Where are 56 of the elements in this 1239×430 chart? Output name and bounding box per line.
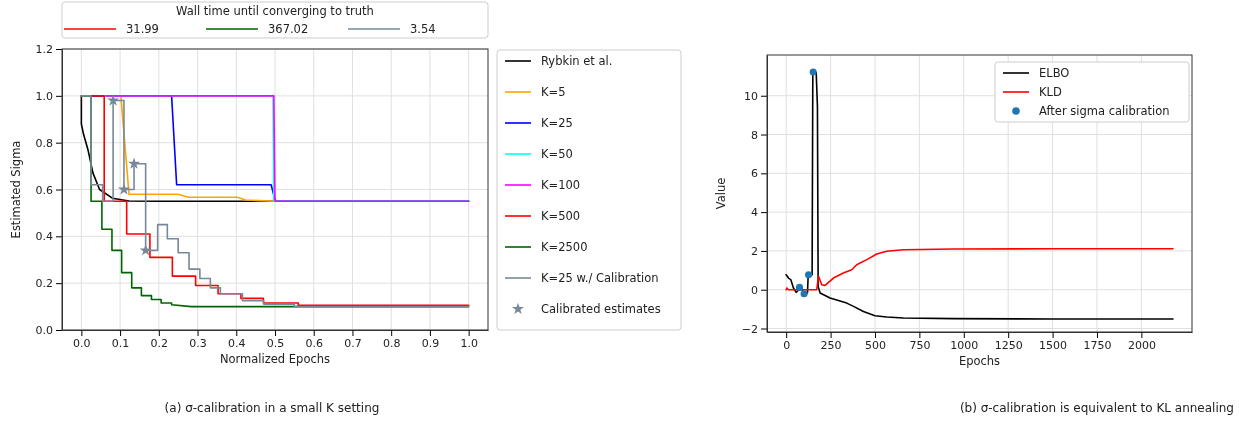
x-tick-label: 0.2: [150, 336, 169, 350]
legend-label: ELBO: [1039, 66, 1070, 80]
x-tick-label: 0.5: [266, 336, 285, 350]
legend-label: 3.54: [410, 22, 436, 36]
x-tick-label: 500: [864, 338, 886, 352]
y-tick-label: 8: [751, 128, 758, 142]
x-tick-label: 0.9: [421, 336, 440, 350]
y-tick-label: 0.6: [35, 183, 53, 197]
x-tick-label: 0.0: [73, 336, 91, 350]
y-tick-label: 6: [751, 167, 758, 181]
y-tick-label: 1.2: [35, 43, 53, 57]
x-tick-label: 0.4: [228, 336, 246, 350]
legend-label: Rybkin et al.: [541, 54, 613, 68]
text: (b) σ-calibration is equivalent to KL annealing: [959, 401, 1234, 415]
x-tick-label: 0.3: [189, 336, 207, 350]
legend-label: K=5: [541, 85, 566, 99]
y-tick-label: 2: [751, 244, 758, 258]
legend-label: 31.99: [126, 22, 159, 36]
x-tick-label: 1250: [994, 338, 1023, 352]
legend-label: K=2500: [541, 240, 588, 254]
x-tick-label: 1500: [1039, 338, 1068, 352]
legend-label: K=50: [541, 147, 573, 161]
legend-label: K=500: [541, 209, 581, 223]
y-axis-title: Value: [714, 177, 728, 210]
x-tick-label: 1750: [1083, 338, 1112, 352]
legend-label: K=25: [541, 116, 573, 130]
y-tick-label: 4: [751, 206, 758, 220]
y-tick-label: 0.8: [35, 136, 53, 150]
x-tick-label: 1.0: [460, 336, 478, 350]
x-tick-label: 0.8: [382, 336, 401, 350]
y-tick-label: −2: [741, 322, 758, 336]
x-axis-title: Normalized Epochs: [219, 352, 331, 366]
legend-label: Calibrated estimates: [541, 302, 661, 316]
legend-label: KLD: [1039, 85, 1062, 99]
text: (a) σ-calibration in a small K setting: [164, 401, 380, 415]
x-tick-label: 0.7: [344, 336, 362, 350]
x-tick-label: 0.1: [111, 336, 130, 350]
x-tick-label: 2000: [1127, 338, 1156, 352]
y-tick-label: 0.0: [35, 324, 53, 338]
legend-label: K=25 w./ Calibration: [541, 271, 659, 285]
y-tick-label: 0.4: [35, 230, 53, 244]
y-tick-label: 10: [744, 89, 758, 103]
legend-label: 367.02: [268, 22, 309, 36]
x-tick-label: 750: [909, 338, 931, 352]
x-tick-label: 0.6: [305, 336, 323, 350]
y-axis-title: Estimated Sigma: [9, 140, 23, 239]
x-axis-title: Epochs: [958, 354, 1001, 368]
y-tick-label: 0: [751, 283, 758, 297]
y-tick-label: 0.2: [35, 277, 53, 291]
legend-title: Wall time until converging to truth: [176, 4, 374, 18]
x-tick-label: 1000: [950, 338, 979, 352]
x-tick-label: 250: [820, 338, 842, 352]
legend-label: K=100: [541, 178, 581, 192]
y-tick-label: 1.0: [35, 89, 53, 103]
x-tick-label: 0: [783, 338, 791, 352]
legend-label: After sigma calibration: [1039, 104, 1170, 118]
